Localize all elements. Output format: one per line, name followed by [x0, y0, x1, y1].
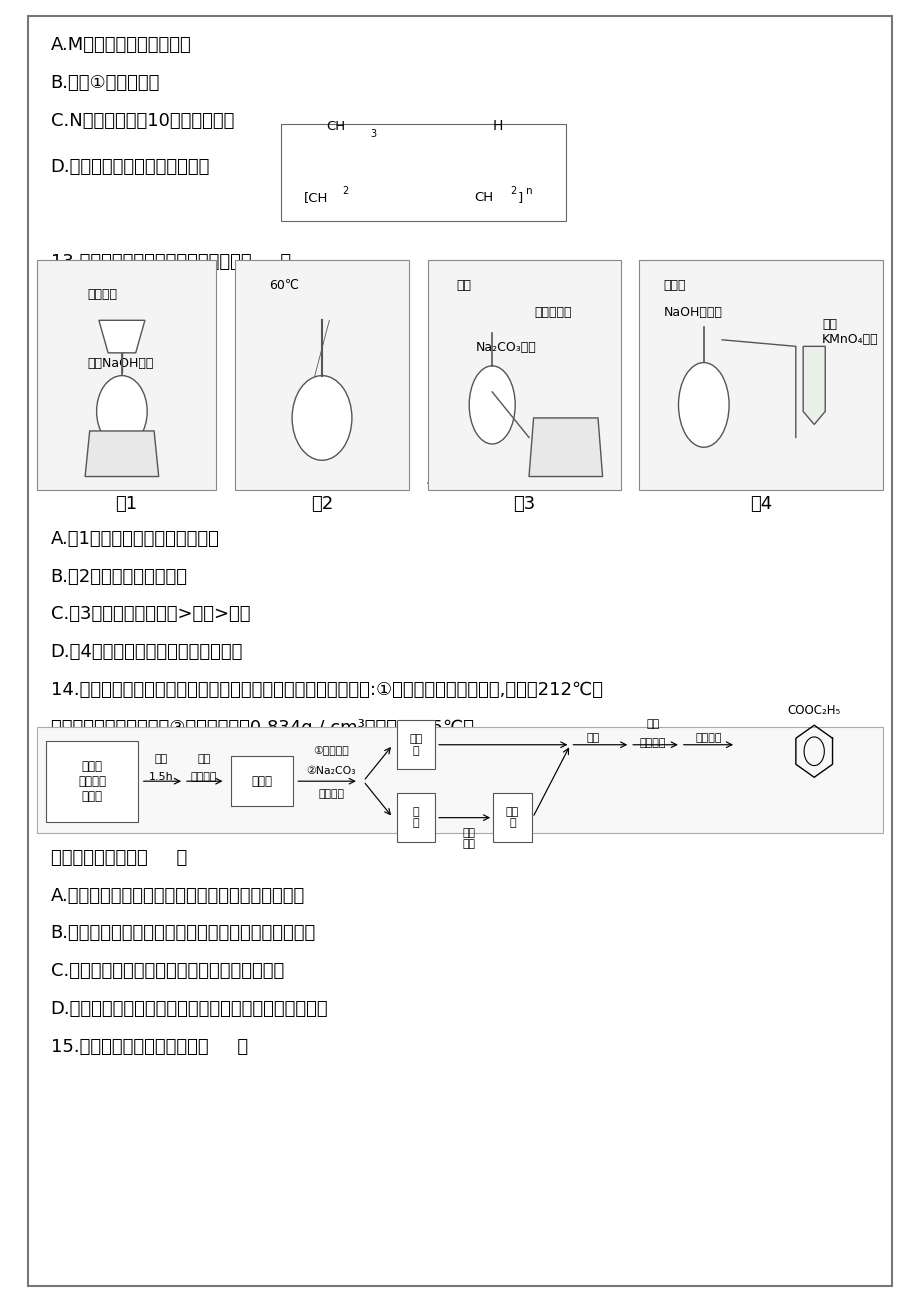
Polygon shape — [528, 418, 602, 477]
Text: D.图4用于检验溴乙烷的消去产物乙烯: D.图4用于检验溴乙烷的消去产物乙烯 — [51, 643, 243, 661]
Text: 减压蒸馏: 减压蒸馏 — [695, 733, 720, 743]
FancyBboxPatch shape — [37, 727, 882, 833]
Text: 饱和NaOH溶液: 饱和NaOH溶液 — [87, 357, 153, 370]
Text: 有机
相: 有机 相 — [409, 734, 422, 755]
Text: 回流: 回流 — [154, 754, 167, 764]
Text: C.图3可验证酸性：醋酸>碳酸>苯酚: C.图3可验证酸性：醋酸>碳酸>苯酚 — [51, 605, 250, 624]
Text: 图1: 图1 — [115, 495, 138, 513]
Text: 溴乙烷: 溴乙烷 — [664, 279, 686, 292]
Text: 13.下列实验装置能达到实验目的的是（     ）: 13.下列实验装置能达到实验目的的是（ ） — [51, 253, 290, 271]
Polygon shape — [802, 346, 824, 424]
Ellipse shape — [292, 375, 351, 460]
Text: 干燥: 干燥 — [586, 733, 599, 743]
Text: D.用乙醚萃取苯甲酸乙酯时，有机相位于分液漏斗的下层: D.用乙醚萃取苯甲酸乙酯时，有机相位于分液漏斗的下层 — [51, 1000, 328, 1018]
FancyBboxPatch shape — [37, 260, 216, 490]
Polygon shape — [99, 320, 144, 353]
Text: 下列说法正确的是（     ）: 下列说法正确的是（ ） — [51, 849, 187, 867]
Text: 图3: 图3 — [513, 495, 535, 513]
Text: D.顺式聚异戊二烯的结构简式为: D.顺式聚异戊二烯的结构简式为 — [51, 158, 210, 176]
Text: C.N分子中最多有10个原子共平面: C.N分子中最多有10个原子共平面 — [51, 112, 233, 130]
FancyBboxPatch shape — [234, 260, 409, 490]
Text: Na₂CO₃溶液: Na₂CO₃溶液 — [476, 341, 537, 354]
Polygon shape — [85, 431, 158, 477]
Text: 水
相: 水 相 — [412, 807, 419, 828]
Text: ②Na₂CO₃: ②Na₂CO₃ — [306, 766, 356, 776]
Text: C.蒸馏时需要用蒸馏烧瓶、球形冷凝管、温度计: C.蒸馏时需要用蒸馏烧瓶、球形冷凝管、温度计 — [51, 962, 284, 980]
Text: 除去乙醇: 除去乙醇 — [191, 772, 217, 783]
Text: 残留物: 残留物 — [252, 775, 272, 788]
FancyBboxPatch shape — [46, 741, 138, 822]
Text: 有机
相: 有机 相 — [505, 807, 518, 828]
Text: 除去乙醚: 除去乙醚 — [640, 738, 665, 749]
Text: 15.下列有关说法不正确的是（     ）: 15.下列有关说法不正确的是（ ） — [51, 1038, 247, 1056]
FancyBboxPatch shape — [396, 793, 435, 842]
Text: CH: CH — [326, 120, 346, 133]
FancyBboxPatch shape — [639, 260, 882, 490]
Text: A.开始试剂的加入顺序：浓硫酸、无水乙醇、苯甲酸: A.开始试剂的加入顺序：浓硫酸、无水乙醇、苯甲酸 — [51, 887, 304, 905]
FancyBboxPatch shape — [427, 260, 620, 490]
Ellipse shape — [678, 362, 728, 448]
Text: 14.实验室用苯甲酸和乙醇在浓硫酸催化下制备苯甲酸乙酯。已知:①苯甲酸乙酯为无色液体,沸点为212℃，: 14.实验室用苯甲酸和乙醇在浓硫酸催化下制备苯甲酸乙酯。已知:①苯甲酸乙酯为无色… — [51, 681, 602, 699]
FancyBboxPatch shape — [493, 793, 531, 842]
FancyBboxPatch shape — [28, 16, 891, 1286]
Text: CH: CH — [473, 191, 493, 204]
Text: 3: 3 — [370, 129, 377, 139]
Text: n: n — [526, 186, 532, 197]
Text: ]: ] — [517, 191, 523, 204]
Text: 蒸馏: 蒸馏 — [198, 754, 210, 764]
Text: 苯酚钠溶液: 苯酚钠溶液 — [533, 306, 571, 319]
Text: 乙酸乙酯: 乙酸乙酯 — [87, 288, 117, 301]
Text: 醋酸: 醋酸 — [457, 279, 471, 292]
Text: 溶液洗涤: 溶液洗涤 — [318, 789, 344, 799]
Text: B.图2用于实验室制硝基苯: B.图2用于实验室制硝基苯 — [51, 568, 187, 586]
Ellipse shape — [96, 376, 147, 448]
Text: 2: 2 — [342, 186, 348, 197]
Text: 2: 2 — [510, 186, 516, 197]
Text: 图2: 图2 — [311, 495, 333, 513]
Text: 苯甲酸
无水乙醇
浓硫酸: 苯甲酸 无水乙醇 浓硫酸 — [78, 759, 106, 803]
Text: 乙醚
萃取: 乙醚 萃取 — [462, 828, 475, 849]
Text: A.M中存在一个手性碳原子: A.M中存在一个手性碳原子 — [51, 36, 191, 55]
Text: ①冷水洗涤: ①冷水洗涤 — [313, 745, 348, 755]
Text: B.蒸馏除去乙醚时，需水浴加热，实验台附近严禁火源: B.蒸馏除去乙醚时，需水浴加热，实验台附近严禁火源 — [51, 924, 315, 943]
Text: 微溶于水，易溶于乙醚。③乙醚的密度为0.834g / cm³，沸点 34.5℃。: 微溶于水，易溶于乙醚。③乙醚的密度为0.834g / cm³，沸点 34.5℃。 — [51, 719, 473, 737]
Text: COOC₂H₅: COOC₂H₅ — [787, 704, 840, 717]
Text: NaOH醇溶液: NaOH醇溶液 — [664, 306, 721, 319]
Text: 60℃: 60℃ — [269, 279, 299, 292]
Text: 图4: 图4 — [749, 495, 772, 513]
Text: [CH: [CH — [303, 191, 327, 204]
FancyBboxPatch shape — [231, 756, 293, 806]
Text: 蒸馏: 蒸馏 — [646, 719, 659, 729]
Text: A.图1装置提纯新制得的乙酸乙酯: A.图1装置提纯新制得的乙酸乙酯 — [51, 530, 220, 548]
Ellipse shape — [469, 366, 515, 444]
Text: B.反应①是消去反应: B.反应①是消去反应 — [51, 74, 160, 92]
Text: 1.5h: 1.5h — [149, 772, 173, 783]
Text: 酸性
KMnO₄溶液: 酸性 KMnO₄溶液 — [822, 318, 878, 346]
FancyBboxPatch shape — [280, 124, 565, 221]
FancyBboxPatch shape — [396, 720, 435, 769]
Text: H: H — [492, 118, 502, 133]
Polygon shape — [271, 359, 372, 477]
